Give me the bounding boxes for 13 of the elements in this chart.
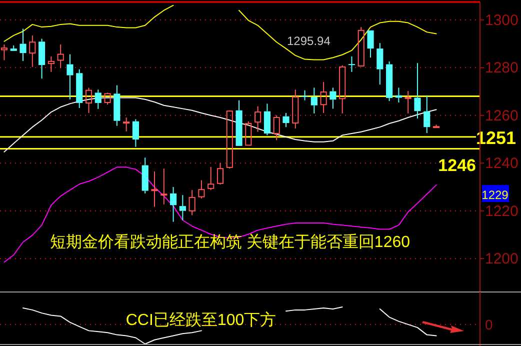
ref-line-label: 0 <box>485 316 493 332</box>
y-tick-label: 1200 <box>485 250 518 268</box>
annotation: CCI已经跌至100下方 <box>126 311 276 329</box>
line-series <box>4 166 437 263</box>
y-tick-label: 1280 <box>485 60 518 77</box>
y-tick-label: 1260 <box>485 107 518 124</box>
text: 1229 <box>482 188 509 202</box>
ref-line-label: 1246 <box>438 156 476 175</box>
y-tick-label: 1300 <box>485 12 518 29</box>
y-tick-label: 1240 <box>485 155 518 172</box>
annotation: 1295.94 <box>287 34 331 48</box>
y-tick-label: 1220 <box>485 202 518 220</box>
annotation: 短期金价看跌动能正在构筑 关键在于能否重回1260 <box>50 233 410 251</box>
